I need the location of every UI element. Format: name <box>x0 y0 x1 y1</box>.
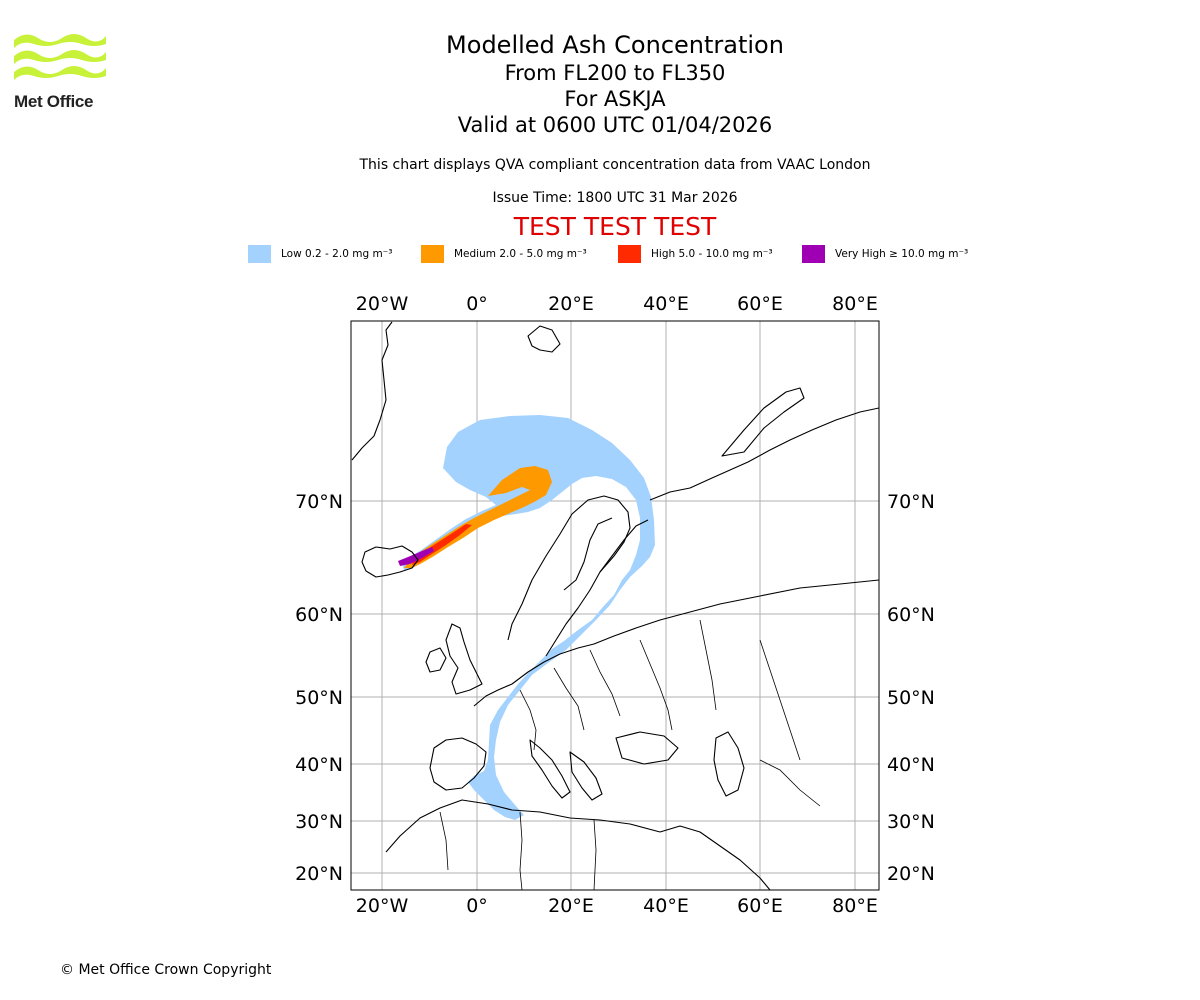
left-latitude-labels: 70°N 60°N 50°N 40°N 30°N 20°N <box>295 491 343 885</box>
chart-description: This chart displays QVA compliant concen… <box>359 157 871 173</box>
coastlines <box>351 321 879 890</box>
volcano-name: For ASKJA <box>564 87 666 111</box>
lat-label-right-40n: 40°N <box>887 754 935 776</box>
concentration-legend: Low 0.2 - 2.0 mg m⁻³ Medium 2.0 - 5.0 mg… <box>0 244 1200 264</box>
legend-swatch-high <box>618 245 641 263</box>
lat-label-left-50n: 50°N <box>295 687 343 709</box>
legend-swatch-low <box>248 245 271 263</box>
map-frame <box>350 320 880 891</box>
graticule <box>351 321 879 890</box>
test-banner: TEST TEST TEST <box>513 212 717 241</box>
lat-label-right-70n: 70°N <box>887 491 935 513</box>
legend-swatch-medium <box>421 245 444 263</box>
logo-waves-icon <box>14 34 106 80</box>
chart-header: Modelled Ash Concentration From FL200 to… <box>0 30 1200 138</box>
lon-label-bottom-0: 0° <box>466 895 488 917</box>
bottom-longitude-labels: 20°W 0° 20°E 40°E 60°E 80°E <box>356 895 878 917</box>
lon-label-bottom-40e: 40°E <box>643 895 689 917</box>
flight-levels: From FL200 to FL350 <box>504 61 726 85</box>
legend-item-medium: Medium 2.0 - 5.0 mg m⁻³ <box>421 244 587 264</box>
lat-label-left-70n: 70°N <box>295 491 343 513</box>
lat-label-right-60n: 60°N <box>887 604 935 626</box>
right-latitude-labels: 70°N 60°N 50°N 40°N 30°N 20°N <box>887 491 935 885</box>
lat-label-left-20n: 20°N <box>295 863 343 885</box>
legend-label-very-high: Very High ≥ 10.0 mg m⁻³ <box>835 248 969 260</box>
legend-label-low: Low 0.2 - 2.0 mg m⁻³ <box>281 248 393 260</box>
lat-label-right-50n: 50°N <box>887 687 935 709</box>
lon-label-bottom-20e: 20°E <box>548 895 594 917</box>
logo-text: Met Office <box>14 92 94 111</box>
lat-label-right-30n: 30°N <box>887 811 935 833</box>
lon-label-bottom-20w: 20°W <box>356 895 409 917</box>
lon-label-bottom-80e: 80°E <box>832 895 878 917</box>
lon-label-top-60e: 60°E <box>737 293 783 315</box>
legend-item-low: Low 0.2 - 2.0 mg m⁻³ <box>248 244 392 264</box>
copyright-notice: © Met Office Crown Copyright <box>60 962 272 978</box>
chart-title: Modelled Ash Concentration <box>446 31 784 59</box>
ash-map: 20°W 0° 20°E 40°E 60°E 80°E 20°W 0° 20°E… <box>295 293 935 917</box>
lon-label-top-80e: 80°E <box>832 293 878 315</box>
top-longitude-labels: 20°W 0° 20°E 40°E 60°E 80°E <box>356 293 878 315</box>
lat-label-left-40n: 40°N <box>295 754 343 776</box>
legend-label-medium: Medium 2.0 - 5.0 mg m⁻³ <box>454 248 587 260</box>
issue-time: Issue Time: 1800 UTC 31 Mar 2026 <box>492 190 738 206</box>
map-background <box>351 321 879 890</box>
legend-label-high: High 5.0 - 10.0 mg m⁻³ <box>651 248 773 260</box>
lon-label-bottom-60e: 60°E <box>737 895 783 917</box>
lon-label-top-0: 0° <box>466 293 488 315</box>
valid-time: Valid at 0600 UTC 01/04/2026 <box>457 113 773 137</box>
lon-label-top-40e: 40°E <box>643 293 689 315</box>
lon-label-top-20e: 20°E <box>548 293 594 315</box>
legend-item-very-high: Very High ≥ 10.0 mg m⁻³ <box>802 244 968 264</box>
lat-label-right-20n: 20°N <box>887 863 935 885</box>
lat-label-left-60n: 60°N <box>295 604 343 626</box>
country-borders <box>439 619 821 890</box>
lat-label-left-30n: 30°N <box>295 811 343 833</box>
legend-swatch-very-high <box>802 245 825 263</box>
lon-label-top-20w: 20°W <box>356 293 409 315</box>
met-office-logo: Met Office <box>14 30 114 114</box>
legend-item-high: High 5.0 - 10.0 mg m⁻³ <box>618 244 773 264</box>
